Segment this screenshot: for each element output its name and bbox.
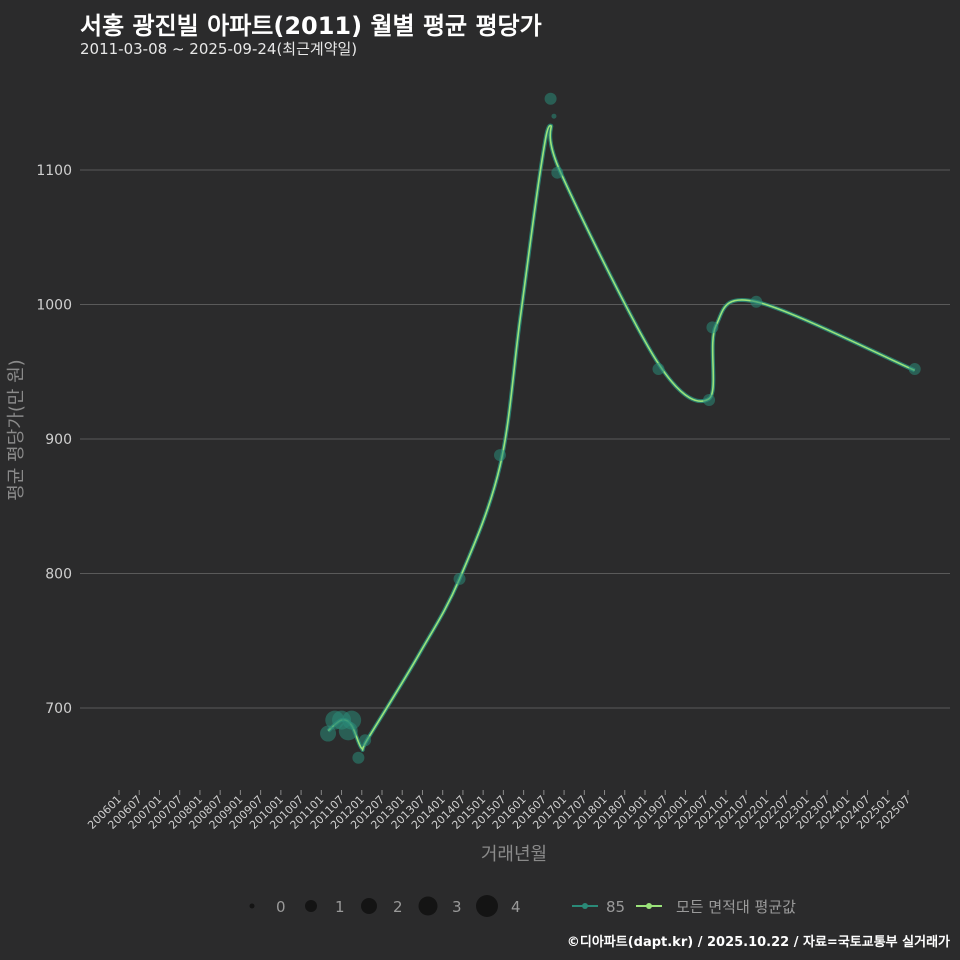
legend-size-0 bbox=[249, 903, 255, 909]
data-point bbox=[453, 572, 466, 585]
series-85-line bbox=[326, 123, 916, 752]
legend-size-label: 0 bbox=[276, 898, 286, 916]
data-point bbox=[494, 449, 507, 462]
legend: 0 1 2 3 4 85 모든 면적대 평균값 bbox=[249, 895, 796, 917]
legend-series-dot bbox=[582, 903, 588, 909]
legend-size-1 bbox=[305, 900, 317, 912]
y-tick-label: 700 bbox=[45, 701, 72, 717]
y-axis-ticks: 700 800 900 1000 1100 bbox=[36, 163, 72, 717]
x-axis-title: 거래년월 bbox=[481, 844, 547, 865]
gridlines bbox=[80, 169, 950, 709]
data-point bbox=[706, 321, 719, 334]
data-point bbox=[551, 166, 564, 179]
average-line bbox=[327, 124, 916, 751]
source-caption: ©디아파트(dapt.kr) / 2025.10.22 / 자료=국토교통부 실… bbox=[566, 935, 950, 950]
chart-subtitle: 2011-03-08 ~ 2025-09-24(최근계약일) bbox=[80, 40, 358, 58]
data-point bbox=[359, 734, 372, 747]
data-point bbox=[342, 710, 362, 730]
legend-size-label: 2 bbox=[393, 898, 403, 916]
legend-size-label: 1 bbox=[335, 898, 345, 916]
y-tick-label: 1100 bbox=[36, 163, 72, 179]
data-point bbox=[652, 363, 665, 376]
legend-size-2 bbox=[361, 898, 377, 914]
data-point bbox=[703, 393, 716, 406]
y-tick-label: 900 bbox=[45, 432, 72, 448]
data-point bbox=[352, 751, 365, 764]
data-point bbox=[551, 113, 557, 119]
data-point bbox=[320, 725, 337, 742]
data-point bbox=[544, 92, 557, 105]
y-tick-label: 800 bbox=[45, 567, 72, 583]
data-point bbox=[750, 295, 763, 308]
legend-series-label: 85 bbox=[606, 898, 625, 916]
chart-title: 서홍 광진빌 아파트(2011) 월별 평균 평당가 bbox=[80, 12, 542, 40]
x-axis-ticks: 2006012006072007012007072008012008072009… bbox=[85, 790, 913, 832]
legend-size-3 bbox=[418, 896, 438, 916]
legend-size-4 bbox=[476, 895, 498, 917]
legend-series-label: 모든 면적대 평균값 bbox=[676, 898, 796, 916]
y-tick-label: 1000 bbox=[36, 298, 72, 314]
points-layer bbox=[320, 92, 921, 764]
legend-size-label: 4 bbox=[511, 898, 521, 916]
data-point bbox=[908, 363, 921, 376]
legend-size-label: 3 bbox=[452, 898, 462, 916]
legend-series-dot bbox=[646, 903, 652, 909]
y-axis-title: 평균 평당가(만 원) bbox=[6, 359, 27, 500]
average-line-layer bbox=[326, 123, 916, 752]
